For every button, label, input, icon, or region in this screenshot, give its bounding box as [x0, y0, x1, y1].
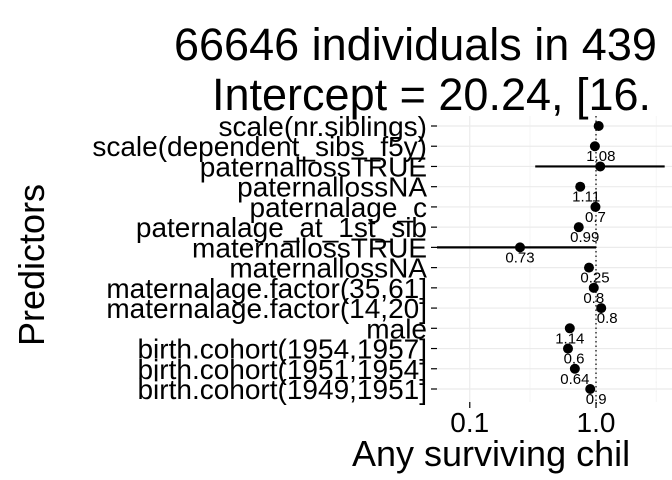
chart-title-line-2: Intercept = 20.24, [16.: [212, 69, 651, 120]
estimate-value-label: 0.8: [597, 310, 618, 327]
predictor-label: paternalage_at_1st_sib: [136, 212, 427, 243]
estimate-value-label: 1.11: [572, 189, 600, 206]
x-tick-label: 0.1: [450, 407, 489, 438]
x-axis-title: Any surviving chil: [352, 433, 630, 474]
estimate-point: [588, 282, 599, 293]
estimate-point: [575, 181, 586, 192]
estimate-value-label: 0.73: [505, 249, 534, 266]
estimate-point: [596, 303, 607, 314]
estimate-point: [573, 222, 584, 233]
estimate-point: [593, 121, 604, 131]
estimate-value-label: 0.8: [583, 290, 604, 307]
estimate-value-label: 0.25: [580, 270, 609, 287]
predictor-label: scale(nr.siblings): [218, 111, 427, 142]
predictor-label: birth.cohort(1954,1957]: [137, 334, 427, 365]
estimate-point: [589, 141, 600, 152]
x-tick-label: 1.0: [577, 407, 616, 438]
estimate-value-label: 1.08: [586, 148, 615, 165]
estimate-point: [562, 343, 573, 354]
predictor-label: maternalage.factor(14,20]: [106, 293, 427, 324]
estimate-value-label: 1.14: [555, 330, 584, 347]
estimate-point: [515, 242, 526, 253]
predictor-label: maternallossNA: [229, 253, 427, 284]
ci-layer: [437, 124, 665, 391]
predictor-label: maternalage.factor(35,61]: [106, 273, 427, 304]
predictor-label-layer: scale(nr.siblings)scale(dependent_sibs_f…: [92, 111, 427, 405]
estimate-value-label: 0.9: [586, 391, 607, 408]
estimate-point: [595, 161, 606, 172]
predictor-label: paternallossNA: [237, 172, 427, 203]
value-label-layer: 1.08 1.11 0.7 0.99 0.73 0.25 0.8 0.8 1.14 0.6 0.64…: [505, 148, 617, 408]
grid-layer: [437, 116, 672, 402]
predictor-label: paternallossTRUE: [200, 151, 427, 182]
estimate-point: [583, 262, 594, 273]
estimate-point: [569, 363, 580, 374]
point-layer: [515, 121, 607, 394]
estimate-value-label: 0.7: [585, 209, 606, 226]
predictor-label: maternallossTRUE: [192, 232, 427, 263]
predictor-label: scale(dependent_sibs_f5y): [92, 131, 427, 162]
estimate-value-label: 0.64: [560, 371, 589, 388]
estimate-point: [590, 201, 601, 212]
predictor-label: paternalage_c: [250, 192, 427, 223]
estimate-value-label: 0.99: [570, 229, 599, 246]
estimate-point: [564, 323, 575, 334]
predictor-label: birth.cohort(1951,1954]: [137, 354, 427, 385]
tick-layer: 0.1 1.0: [431, 125, 616, 438]
chart-title-line-1: 66646 individuals in 439: [174, 19, 657, 70]
predictor-label: male: [366, 313, 427, 344]
estimate-point: [585, 384, 596, 394]
y-axis-title: Predictors: [11, 184, 52, 346]
predictor-label: birth.cohort(1949,1951]: [137, 374, 427, 405]
estimate-value-label: 0.6: [564, 351, 585, 368]
